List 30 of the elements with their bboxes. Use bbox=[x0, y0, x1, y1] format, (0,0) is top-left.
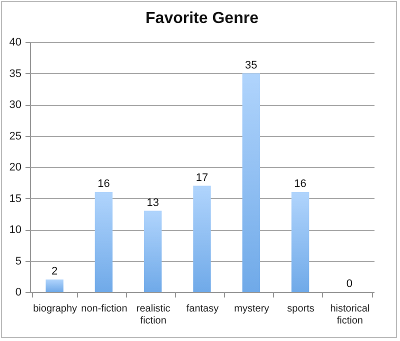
data-label: 35 bbox=[245, 59, 258, 72]
bar bbox=[242, 73, 260, 292]
bar bbox=[193, 186, 211, 292]
x-tick-label: biography bbox=[33, 304, 78, 314]
chart-title: Favorite Genre bbox=[146, 10, 259, 27]
bar bbox=[46, 280, 64, 292]
y-tick-label: 15 bbox=[9, 192, 22, 205]
y-tick-label: 40 bbox=[9, 36, 22, 48]
x-tick-label: non-fiction bbox=[81, 304, 128, 314]
x-tick-label: fantasy bbox=[186, 304, 219, 314]
x-tick-label: sports bbox=[287, 304, 314, 314]
data-label: 0 bbox=[346, 278, 352, 290]
y-tick-label: 30 bbox=[9, 99, 22, 111]
x-tick-label: mystery bbox=[234, 304, 270, 314]
data-label: 13 bbox=[146, 196, 159, 209]
data-label: 16 bbox=[98, 178, 110, 190]
data-label: 17 bbox=[196, 172, 208, 184]
data-label: 2 bbox=[52, 266, 58, 278]
y-tick-label: 20 bbox=[9, 162, 22, 174]
x-tick-label: realistic fiction bbox=[136, 304, 170, 326]
bar bbox=[291, 192, 310, 292]
y-tick-label: 25 bbox=[9, 130, 22, 142]
y-tick-label: 35 bbox=[9, 68, 22, 80]
data-label: 16 bbox=[294, 178, 306, 190]
bar bbox=[94, 192, 113, 292]
y-tick-label: 5 bbox=[15, 255, 22, 268]
x-tick-label: historical fiction bbox=[330, 304, 370, 326]
y-tick-label: 10 bbox=[9, 224, 22, 236]
y-tick-label: 0 bbox=[15, 286, 22, 298]
bar bbox=[144, 210, 162, 292]
